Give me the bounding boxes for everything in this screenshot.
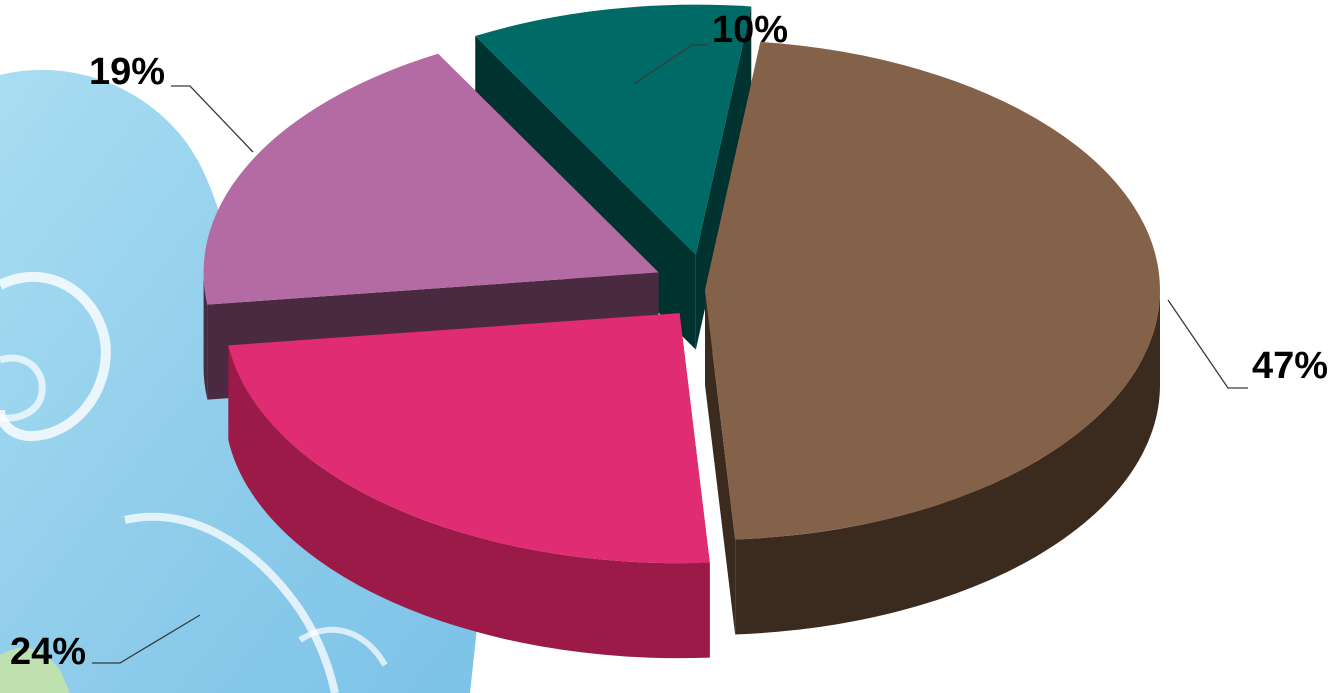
data-label: 10% [712,9,788,51]
pie-slice-side [705,290,736,635]
pie-slice-top [203,53,659,305]
pie-slice-rim [228,345,710,659]
leader-line [92,614,201,664]
pie-slice [705,41,1161,635]
leader-line [1167,299,1248,389]
pie-slice-top [705,41,1161,540]
data-label: 19% [89,51,165,93]
pie-labels: 47% 24% 19% 10% [10,9,1328,673]
leader-line [633,44,707,85]
data-label: 24% [10,631,86,673]
pie-slice-rim [203,272,208,400]
pie-slice [228,313,710,659]
data-label: 47% [1252,345,1328,387]
pie-slices [203,4,1161,659]
pie-slice-rim [735,290,1160,635]
pie-slice-top [475,4,752,255]
leader-line [171,85,254,153]
pie-slice-side [695,6,752,350]
pie-slice-top [228,313,710,564]
